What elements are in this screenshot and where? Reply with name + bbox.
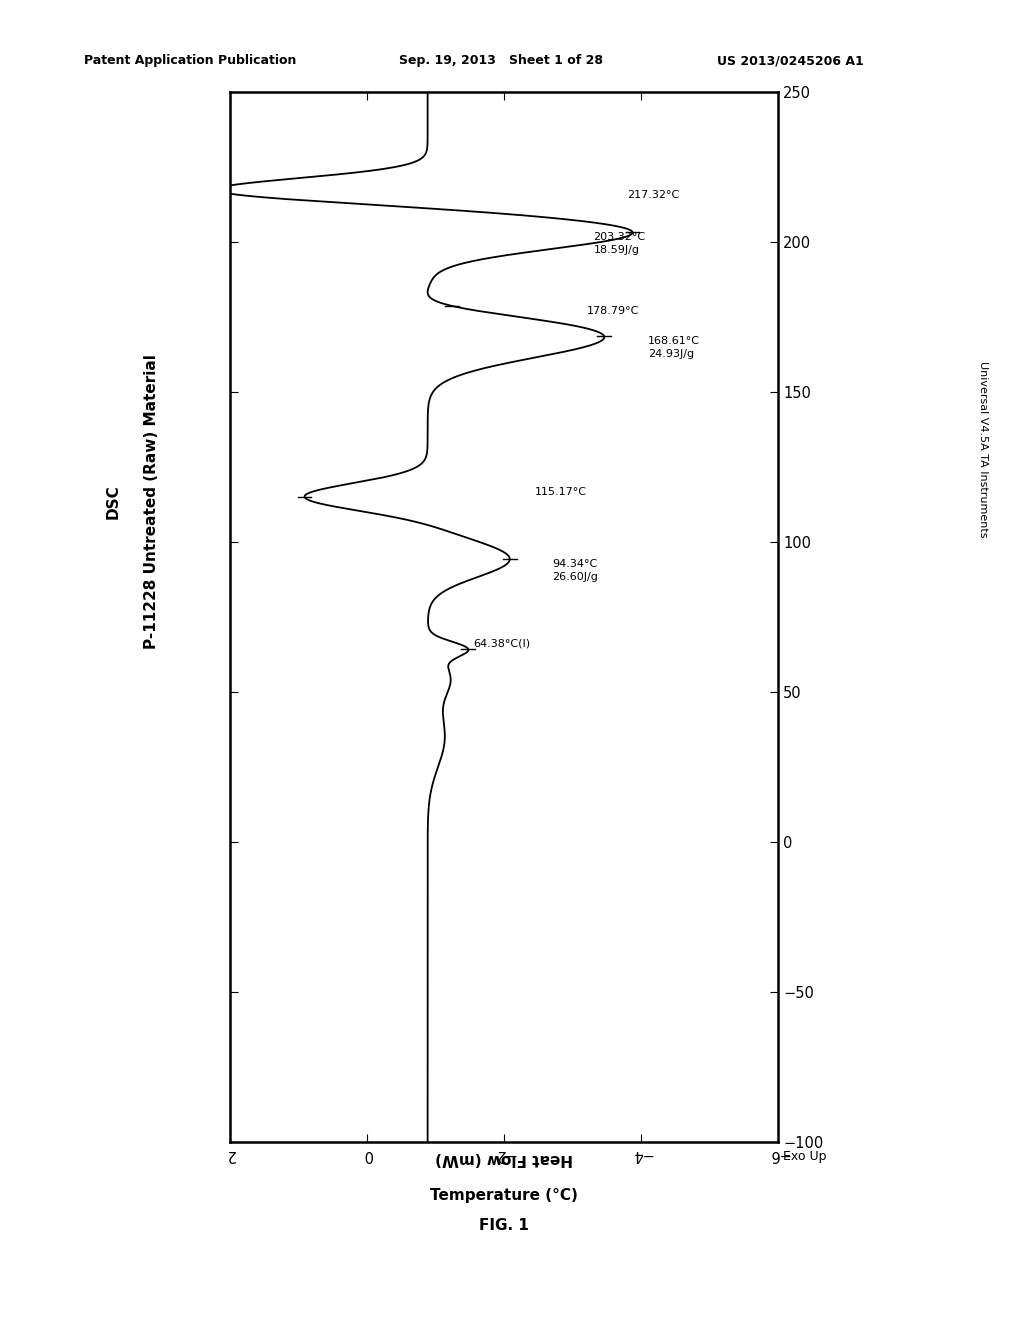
Text: P-11228 Untreated (Raw) Material: P-11228 Untreated (Raw) Material [144, 354, 159, 649]
Text: Sep. 19, 2013   Sheet 1 of 28: Sep. 19, 2013 Sheet 1 of 28 [399, 54, 603, 67]
Text: 203.32°C
18.59J/g: 203.32°C 18.59J/g [593, 232, 645, 255]
Text: Exo Up: Exo Up [783, 1150, 826, 1163]
Text: 94.34°C
26.60J/g: 94.34°C 26.60J/g [552, 560, 598, 582]
Text: 168.61°C
24.93J/g: 168.61°C 24.93J/g [648, 337, 700, 359]
Text: Temperature (°C): Temperature (°C) [430, 1188, 579, 1203]
Text: Patent Application Publication: Patent Application Publication [84, 54, 296, 67]
Text: 115.17°C: 115.17°C [536, 487, 587, 496]
Text: 178.79°C: 178.79°C [587, 306, 639, 315]
Text: US 2013/0245206 A1: US 2013/0245206 A1 [717, 54, 863, 67]
Text: 217.32°C: 217.32°C [628, 190, 680, 201]
Text: 64.38°C(I): 64.38°C(I) [473, 639, 530, 649]
Text: Universal V4.5A TA Instruments: Universal V4.5A TA Instruments [978, 360, 988, 537]
Text: FIG. 1: FIG. 1 [479, 1218, 529, 1233]
Text: DSC: DSC [105, 484, 120, 519]
Text: Heat Flow (mW): Heat Flow (mW) [435, 1151, 573, 1166]
